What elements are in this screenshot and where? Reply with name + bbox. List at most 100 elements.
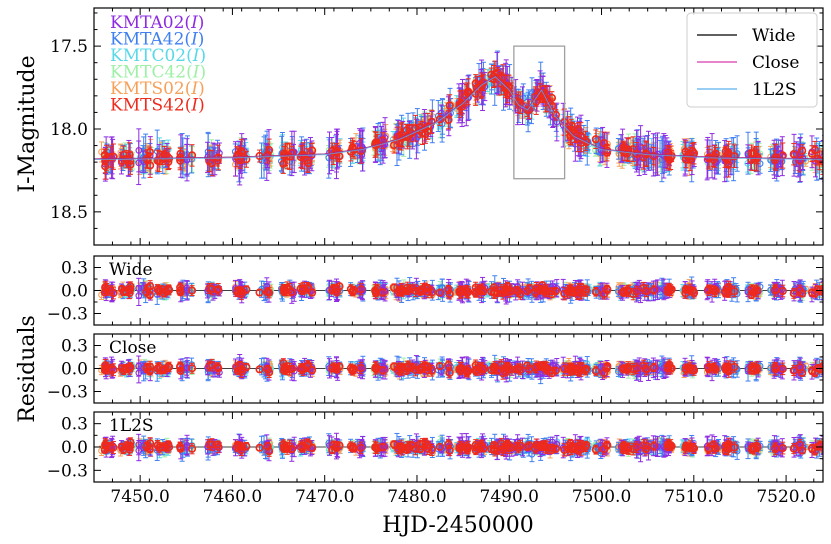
y-tick-label: 18.0: [50, 120, 88, 140]
residual-y-tick-label: 0.3: [61, 337, 88, 357]
residual-panel-close: 0.3 0.0 −0.3 Close: [47, 333, 824, 404]
data-point: [501, 82, 510, 91]
main-axes-frame: [93, 7, 824, 246]
legend-label-close: Close: [752, 53, 799, 73]
data-point: [265, 146, 274, 155]
data-point: [413, 135, 420, 143]
x-tick-label: 7480.0: [387, 487, 446, 507]
residual-panel-label: Wide: [109, 260, 153, 280]
data-point: [135, 146, 143, 154]
y-axis-label-magnitude: I-Magnitude: [15, 55, 40, 192]
data-point: [389, 140, 399, 150]
residual-points: [94, 432, 823, 463]
data-point: [498, 73, 508, 82]
data-point: [591, 135, 600, 144]
model-legend: Wide Close 1L2S: [686, 12, 818, 108]
x-tick-label: 7470.0: [295, 487, 354, 507]
data-point: [789, 150, 798, 159]
residual-panel-label: Close: [109, 338, 156, 358]
residual-panels: 0.3 0.0 −0.3 Wide 0.3 0.0 −0.3 Close 7450.0 7460.…: [47, 255, 824, 507]
data-point: [145, 161, 155, 170]
data-point: [821, 149, 823, 156]
highlight-box: [513, 45, 566, 180]
data-point: [126, 160, 135, 169]
legend-entry-kmtc42i: KMTC42(I): [110, 63, 206, 83]
y-axis-label-residuals: Residuals: [15, 315, 40, 423]
data-point: [207, 159, 217, 168]
data-point: [348, 144, 357, 153]
data-point: [101, 157, 110, 166]
legend-entry-kmta42i: KMTA42(I): [110, 30, 204, 50]
main-ticks: 17.5 18.0 18.5: [50, 8, 823, 245]
data-point: [153, 156, 162, 165]
data-point: [666, 153, 675, 162]
data-point: [551, 110, 560, 119]
x-tick-label: 7520.0: [756, 487, 815, 507]
data-point: [356, 146, 366, 156]
model-curves: [94, 75, 823, 160]
data-point: [798, 146, 807, 155]
x-tick-label: 7500.0: [572, 487, 631, 507]
data-point: [358, 151, 366, 159]
data-point: [582, 138, 591, 147]
data-point: [624, 145, 633, 154]
legend-entry-kmtc02i: KMTC02(I): [110, 46, 206, 66]
residual-y-tick-label: 0.0: [61, 282, 88, 302]
model-legend-box: [686, 12, 818, 108]
data-point: [618, 146, 628, 155]
data-point: [407, 128, 416, 138]
y-tick-label: 17.5: [50, 37, 88, 57]
data-point: [574, 125, 583, 135]
x-tick-label: 7490.0: [480, 487, 539, 507]
data-point: [378, 135, 385, 143]
data-point: [770, 155, 780, 164]
data-legend: KMTA02(I)KMTA42(I)KMTC02(I)KMTC42(I)KMTS…: [110, 13, 206, 116]
data-point: [328, 146, 337, 155]
data-point: [435, 115, 444, 124]
legend-entry-kmta02i: KMTA02(I): [110, 13, 204, 33]
legend-entry-kmts02i: KMTS02(I): [110, 79, 205, 99]
legend-label-1l2s: 1L2S: [752, 80, 797, 100]
data-point: [423, 122, 433, 131]
x-tick-label: 7450.0: [110, 487, 169, 507]
residual-y-tick-label: −0.3: [47, 461, 88, 481]
residual-panel-label: 1L2S: [109, 416, 154, 436]
residual-y-tick-label: 0.3: [61, 259, 88, 279]
data-point: [649, 152, 658, 161]
legend-label-wide: Wide: [752, 26, 796, 46]
x-axis-label: HJD-2450000: [382, 513, 533, 538]
data-point: [308, 146, 317, 155]
data-point: [599, 138, 609, 148]
data-point: [263, 150, 272, 160]
model-curve-1l2s: [94, 76, 823, 160]
main-light-curve-panel: 17.5 18.0 18.5 KMTA02(I)KMTA42(I)KMTC02(I)…: [50, 7, 824, 246]
data-point: [820, 152, 823, 160]
data-point: [730, 152, 739, 161]
data-point: [237, 148, 247, 158]
data-point: [332, 146, 341, 155]
residual-points: [94, 275, 823, 307]
data-point: [476, 81, 486, 90]
data-point: [263, 158, 271, 166]
data-point: [145, 148, 154, 157]
data-point: [821, 158, 823, 165]
data-point: [445, 101, 454, 110]
data-point: [216, 149, 223, 157]
x-tick-label: 7510.0: [664, 487, 723, 507]
data-point: [681, 155, 690, 164]
data-point: [553, 118, 561, 126]
residual-panel-1l2s: 7450.0 7460.0 7470.0 7480.0 7490.0 7500.0 7510…: [47, 411, 824, 507]
data-point: [810, 145, 820, 154]
residual-y-tick-label: −0.3: [47, 383, 88, 403]
residual-y-tick-label: −0.3: [47, 305, 88, 325]
data-point: [117, 156, 127, 166]
y-tick-label: 18.5: [50, 203, 88, 223]
data-point: [749, 149, 758, 158]
x-tick-label: 7460.0: [203, 487, 262, 507]
data-point: [457, 98, 466, 107]
residual-y-tick-label: 0.0: [61, 438, 88, 458]
residual-panel-wide: 0.3 0.0 −0.3 Wide: [47, 255, 824, 326]
data-point: [421, 129, 430, 139]
residual-y-tick-label: 0.3: [61, 415, 88, 435]
